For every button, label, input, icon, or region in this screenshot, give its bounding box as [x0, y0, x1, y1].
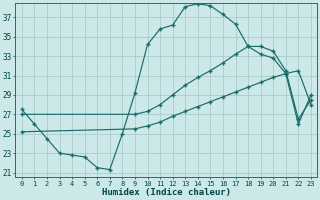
X-axis label: Humidex (Indice chaleur): Humidex (Indice chaleur) — [102, 188, 231, 197]
